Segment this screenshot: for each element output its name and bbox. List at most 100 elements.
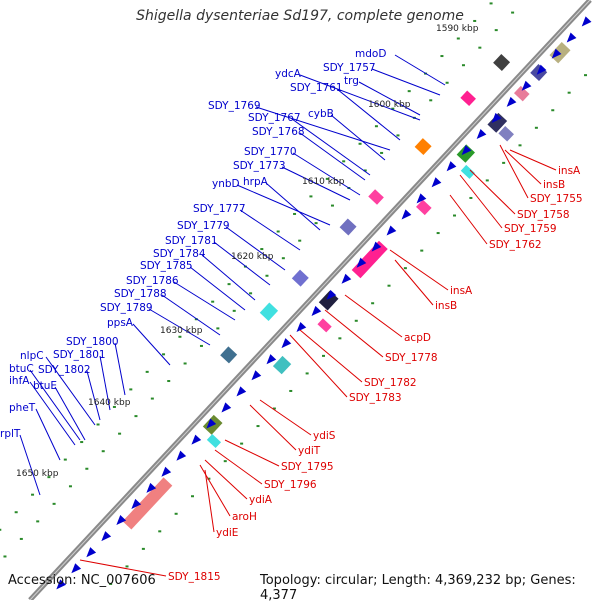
gene-label: SDY_1788: [114, 288, 167, 300]
forward-gene-arrow: [206, 418, 217, 429]
gene-label: SDY_1802: [38, 364, 91, 376]
forward-gene-arrow: [461, 145, 472, 156]
gene-block: [318, 290, 339, 311]
tick-mark: [36, 520, 40, 523]
gene-label: SDY_1781: [165, 235, 218, 247]
gene-label: insB: [543, 179, 565, 191]
forward-gene-arrow: [341, 273, 352, 284]
tick-mark: [118, 432, 122, 435]
gene-label: SDY_1815: [168, 571, 221, 583]
leader-line: [469, 169, 516, 215]
leader-line: [299, 329, 363, 383]
gene-label: SDY_1777: [193, 203, 246, 215]
gene-label: acpD: [404, 332, 431, 344]
leader-line: [204, 469, 215, 533]
forward-gene-arrow: [176, 450, 187, 461]
tick-mark: [494, 29, 498, 32]
gene-label: ydiA: [249, 494, 273, 506]
forward-gene-arrow: [326, 289, 337, 300]
leader-line: [291, 118, 371, 176]
gene-label: SDY_1758: [517, 209, 570, 221]
tick-mark: [85, 467, 89, 470]
tick-mark: [134, 415, 138, 418]
forward-gene-arrow: [491, 112, 502, 123]
forward-gene-arrow: [356, 257, 367, 268]
tick-mark: [150, 397, 154, 400]
gene-label: SDY_1762: [489, 239, 542, 251]
tick-mark: [281, 257, 285, 260]
leader-line: [199, 464, 231, 517]
leader-line: [292, 152, 361, 196]
gene-block: [460, 164, 475, 179]
tick-mark: [342, 160, 346, 163]
tick-label: 1630 kbp: [160, 326, 203, 336]
reverse-gene-arrow: [157, 437, 164, 443]
leader-line: [239, 209, 301, 251]
map-title: Shigella dysenteriae Sd197, complete gen…: [136, 8, 464, 24]
tick-mark: [183, 362, 187, 365]
forward-gene-arrow: [56, 579, 67, 590]
gene-label: ynbD: [212, 178, 240, 190]
tick-mark: [502, 161, 506, 164]
reverse-gene-arrow: [452, 83, 458, 89]
leader-line: [54, 386, 86, 441]
leader-line: [236, 184, 331, 226]
tick-mark: [52, 502, 56, 505]
forward-gene-arrow: [446, 161, 457, 172]
tick-mark: [456, 37, 460, 40]
forward-gene-labels: mdoD SDY_1757 ydcA SDY_1761 trg SDY_1769…: [0, 48, 386, 440]
forward-gene-arrow: [86, 547, 97, 558]
forward-gene-arrow: [251, 370, 262, 381]
tick-mark: [272, 407, 276, 410]
leader-line: [504, 149, 542, 185]
leader-line: [79, 559, 167, 577]
tick-mark: [567, 91, 571, 94]
tick-mark: [387, 284, 391, 287]
tick-mark: [240, 442, 244, 445]
tick-mark: [158, 530, 162, 533]
tick-mark: [330, 204, 334, 207]
leader-line: [394, 54, 446, 86]
reverse-gene-labels: insA insB SDY_1755 SDY_1758 SDY_1759 SDY…: [168, 165, 583, 583]
reverse-gene-arrow: [532, 35, 539, 41]
reverse-gene-arrow: [280, 305, 286, 312]
gene-label: SDY_1779: [177, 220, 230, 232]
leader-line: [29, 369, 81, 441]
tick-mark: [31, 493, 35, 496]
gene-block: [487, 112, 508, 133]
leader-line: [358, 81, 421, 116]
tick-mark: [47, 476, 51, 479]
leader-line: [249, 404, 297, 451]
gene-block: [416, 199, 432, 216]
tick-label: 1600 kbp: [368, 100, 411, 110]
tick-mark: [309, 195, 313, 198]
tick-mark: [112, 405, 116, 408]
forward-gene-arrow: [581, 16, 592, 27]
tick-mark: [199, 344, 203, 347]
tick-mark: [249, 292, 253, 295]
tick-mark: [485, 179, 489, 182]
gene-label: SDY_1800: [66, 336, 119, 348]
gene-label: ydiT: [298, 445, 321, 457]
tick-mark: [429, 99, 433, 102]
forward-gene-arrow: [161, 466, 172, 477]
gene-block: [493, 54, 511, 71]
tick-mark: [420, 249, 424, 252]
forward-gene-arrow: [221, 402, 232, 413]
forward-gene-arrow: [551, 48, 562, 59]
forward-gene-arrow: [131, 498, 142, 509]
tick-mark: [478, 46, 482, 49]
leader-line: [459, 174, 503, 229]
leader-line: [99, 355, 111, 411]
tick-mark: [363, 169, 367, 172]
gene-label: ydiE: [216, 527, 238, 539]
leader-line: [86, 370, 101, 421]
tick-mark: [354, 319, 358, 322]
tick-mark: [256, 425, 260, 428]
tick-mark: [551, 109, 555, 112]
forward-gene-arrow: [266, 354, 277, 365]
tick-mark: [167, 380, 171, 383]
tick-mark: [260, 248, 264, 251]
leader-line: [29, 381, 76, 446]
